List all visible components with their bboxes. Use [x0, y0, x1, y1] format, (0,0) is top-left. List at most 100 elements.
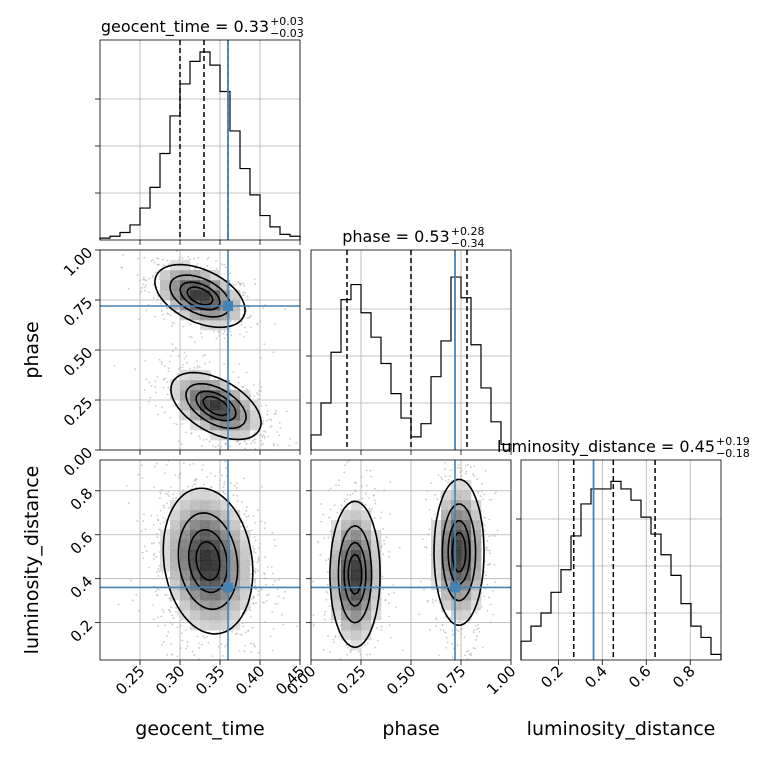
density-cell: [341, 570, 352, 581]
sample-point: [343, 471, 346, 474]
sample-point: [239, 633, 242, 636]
sample-point: [186, 641, 189, 643]
density-cell: [371, 600, 382, 611]
sample-point: [450, 429, 452, 431]
sample-point: [168, 608, 170, 611]
sample-point: [460, 633, 463, 635]
sample-point: [359, 653, 362, 656]
sample-point: [156, 594, 159, 596]
sample-point: [263, 437, 266, 440]
sample-point: [236, 482, 238, 485]
sample-point: [247, 630, 249, 632]
sample-point: [185, 361, 188, 364]
density-cell: [331, 600, 342, 611]
density-cell: [351, 500, 362, 511]
sample-point: [232, 284, 235, 286]
sample-point: [472, 647, 475, 649]
sample-point: [169, 621, 172, 624]
density-cell: [210, 320, 221, 331]
sample-point: [354, 490, 357, 493]
sample-point: [388, 624, 391, 627]
sample-point: [463, 636, 466, 639]
sample-point: [159, 497, 161, 500]
sample-point: [398, 546, 401, 549]
density-cell: [190, 270, 201, 281]
sample-point: [268, 686, 270, 688]
sample-point: [224, 466, 227, 469]
density-cell: [200, 600, 211, 611]
panel-frame: [99, 39, 301, 241]
sample-point: [260, 440, 262, 442]
sample-point: [220, 643, 223, 646]
sample-point: [253, 438, 256, 441]
density-cell: [240, 580, 251, 591]
sample-point: [165, 519, 167, 521]
sample-point: [467, 649, 470, 652]
sample-point: [419, 580, 422, 583]
density-cell: [331, 570, 342, 581]
sample-point: [243, 335, 246, 338]
sample-point: [245, 388, 248, 390]
sample-point: [259, 381, 261, 384]
density-cell: [461, 610, 472, 621]
sample-point: [162, 378, 165, 381]
sample-point: [169, 314, 172, 317]
sample-point: [153, 552, 156, 555]
density-cell: [371, 580, 382, 591]
sample-point: [150, 514, 153, 517]
contour-line: [187, 529, 229, 594]
title-sup-luminosity_distance: +0.19: [716, 435, 750, 448]
sample-point: [244, 644, 247, 647]
sample-point: [222, 486, 225, 489]
density-cell: [170, 510, 181, 521]
sample-point: [199, 332, 202, 335]
sample-point: [343, 500, 346, 503]
sample-point: [173, 322, 175, 325]
sample-point: [241, 294, 244, 297]
sample-point: [245, 510, 248, 512]
density-cell: [180, 610, 191, 621]
y-tick-label-luminosity_distance: 0.8: [67, 484, 97, 514]
sample-point: [436, 426, 438, 428]
x-tick-label-luminosity_distance: 0.8: [669, 662, 699, 692]
sample-point: [129, 579, 132, 582]
sample-point: [145, 550, 148, 553]
sample-point: [312, 580, 314, 583]
sample-point: [196, 635, 199, 638]
density-cell: [240, 550, 251, 561]
sample-point: [250, 529, 253, 532]
sample-point: [340, 504, 343, 507]
sample-point: [369, 653, 372, 656]
sample-point: [185, 355, 188, 358]
sample-point: [323, 614, 326, 616]
sample-point: [388, 615, 390, 618]
density-cell: [441, 490, 452, 501]
sample-point: [235, 284, 237, 287]
density-cell: [441, 590, 452, 601]
sample-point: [418, 613, 421, 616]
sample-point: [473, 629, 476, 631]
sample-point: [261, 421, 264, 424]
density-cell: [341, 600, 352, 611]
density-cell: [210, 540, 221, 551]
sample-point: [347, 646, 349, 649]
density-cell: [180, 560, 191, 571]
sample-point: [246, 316, 248, 319]
sample-point: [169, 355, 172, 357]
sample-point: [116, 446, 118, 448]
sample-point: [472, 631, 475, 634]
sample-point: [242, 282, 245, 285]
sample-point: [335, 484, 337, 487]
sample-point: [224, 645, 227, 648]
density-cell: [210, 400, 221, 411]
sample-point: [327, 558, 330, 561]
sample-point: [249, 642, 252, 645]
sample-point: [223, 483, 226, 486]
sample-point: [156, 536, 159, 539]
contour-line: [154, 263, 262, 441]
density-cell: [190, 280, 201, 291]
sample-point: [280, 613, 283, 616]
sample-point: [487, 549, 489, 552]
sample-point: [361, 497, 364, 500]
sample-point: [224, 442, 227, 445]
